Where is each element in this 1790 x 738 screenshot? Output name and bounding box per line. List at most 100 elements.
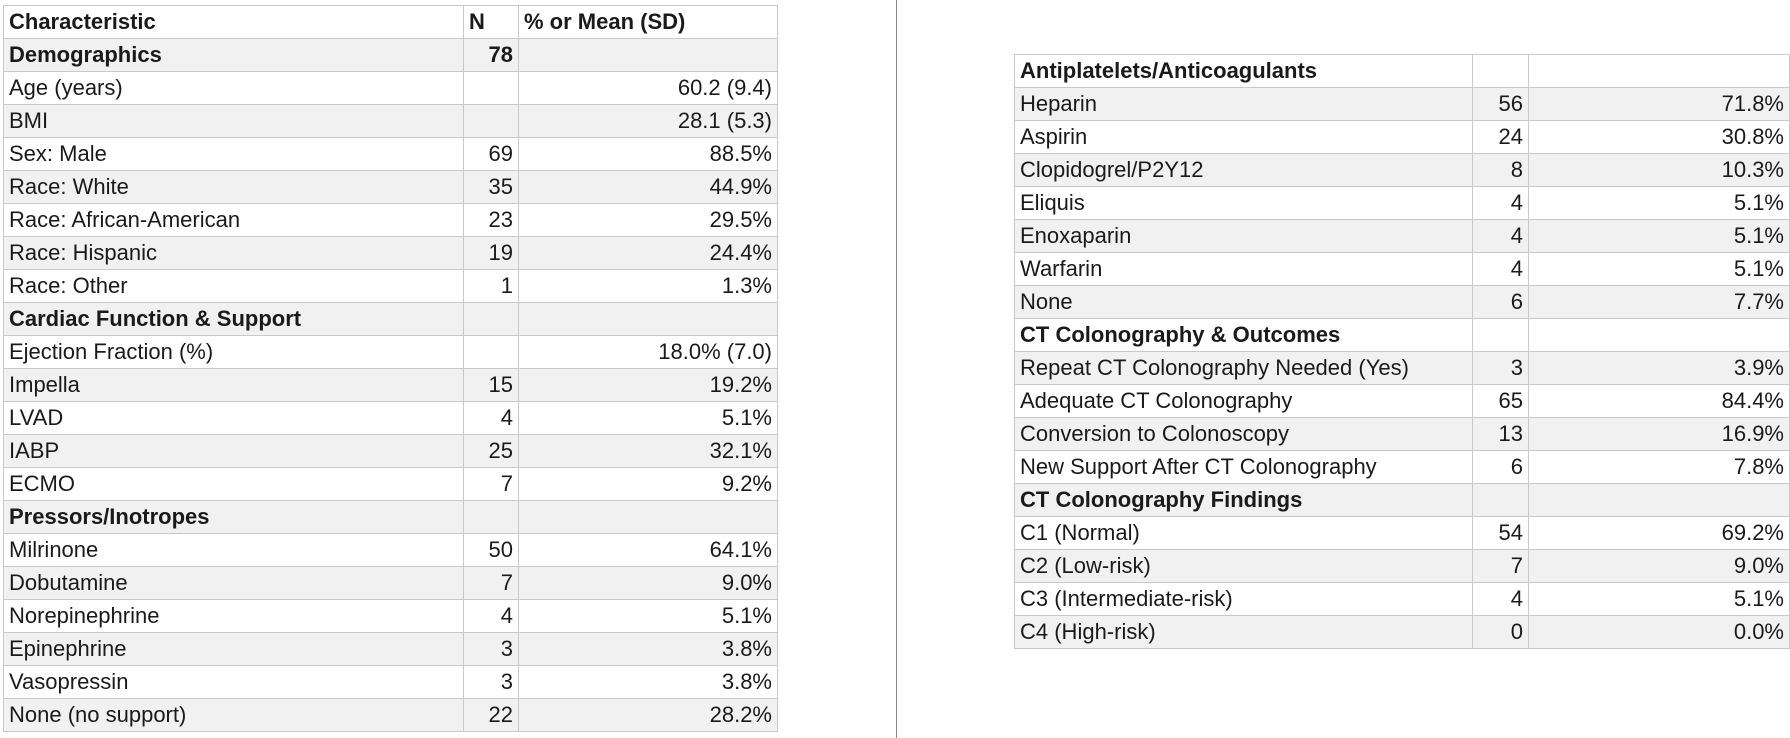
header-value: % or Mean (SD) bbox=[518, 5, 778, 39]
characteristics-table-left: Characteristic N % or Mean (SD) Demograp… bbox=[3, 5, 778, 732]
table-row: Ejection Fraction (%) 18.0% (7.0) bbox=[3, 335, 778, 369]
row-n: 78 bbox=[463, 38, 519, 72]
row-n: 23 bbox=[463, 203, 519, 237]
row-label: IABP bbox=[3, 434, 464, 468]
row-n: 7 bbox=[1472, 549, 1529, 583]
table-row: Enoxaparin 4 5.1% bbox=[1014, 219, 1790, 253]
table-row: Race: White 35 44.9% bbox=[3, 170, 778, 204]
row-value: 9.0% bbox=[1528, 549, 1790, 583]
row-label: New Support After CT Colonography bbox=[1014, 450, 1473, 484]
row-n bbox=[463, 302, 519, 336]
row-label: ECMO bbox=[3, 467, 464, 501]
row-value: 7.8% bbox=[1528, 450, 1790, 484]
row-value: 64.1% bbox=[518, 533, 778, 567]
table-row: Dobutamine 7 9.0% bbox=[3, 566, 778, 600]
table-row: Race: Hispanic 19 24.4% bbox=[3, 236, 778, 270]
row-n: 7 bbox=[463, 467, 519, 501]
row-label: C2 (Low-risk) bbox=[1014, 549, 1473, 583]
table-row: Warfarin 4 5.1% bbox=[1014, 252, 1790, 286]
row-value bbox=[518, 38, 778, 72]
row-n: 4 bbox=[1472, 582, 1529, 616]
table-row: Conversion to Colonoscopy 13 16.9% bbox=[1014, 417, 1790, 451]
row-value: 9.2% bbox=[518, 467, 778, 501]
row-value: 0.0% bbox=[1528, 615, 1790, 649]
row-n: 35 bbox=[463, 170, 519, 204]
row-value bbox=[518, 302, 778, 336]
row-value: 5.1% bbox=[1528, 582, 1790, 616]
table-row: Aspirin 24 30.8% bbox=[1014, 120, 1790, 154]
table-row: None 6 7.7% bbox=[1014, 285, 1790, 319]
row-value: 30.8% bbox=[1528, 120, 1790, 154]
table-left-body: Characteristic N % or Mean (SD) Demograp… bbox=[3, 5, 778, 732]
table-row: Race: African-American 23 29.5% bbox=[3, 203, 778, 237]
row-value: 18.0% (7.0) bbox=[518, 335, 778, 369]
row-n: 15 bbox=[463, 368, 519, 402]
row-n bbox=[463, 104, 519, 138]
row-n: 19 bbox=[463, 236, 519, 270]
row-value: 5.1% bbox=[1528, 252, 1790, 286]
row-label: CT Colonography Findings bbox=[1014, 483, 1473, 517]
row-label: Warfarin bbox=[1014, 252, 1473, 286]
row-label: Demographics bbox=[3, 38, 464, 72]
row-label: C3 (Intermediate-risk) bbox=[1014, 582, 1473, 616]
row-value: 71.8% bbox=[1528, 87, 1790, 121]
row-value: 5.1% bbox=[518, 401, 778, 435]
section-header-row: Pressors/Inotropes bbox=[3, 500, 778, 534]
row-value: 7.7% bbox=[1528, 285, 1790, 319]
section-header-row: CT Colonography Findings bbox=[1014, 483, 1790, 517]
row-n: 7 bbox=[463, 566, 519, 600]
row-label: Sex: Male bbox=[3, 137, 464, 171]
section-header-row: CT Colonography & Outcomes bbox=[1014, 318, 1790, 352]
section-header-row: Demographics 78 bbox=[3, 38, 778, 72]
table-row: ECMO 7 9.2% bbox=[3, 467, 778, 501]
row-value: 88.5% bbox=[518, 137, 778, 171]
row-label: CT Colonography & Outcomes bbox=[1014, 318, 1473, 352]
row-label: Age (years) bbox=[3, 71, 464, 105]
row-n: 22 bbox=[463, 698, 519, 732]
row-n: 4 bbox=[463, 599, 519, 633]
row-n: 4 bbox=[463, 401, 519, 435]
row-n: 69 bbox=[463, 137, 519, 171]
row-label: Dobutamine bbox=[3, 566, 464, 600]
section-header-row: Cardiac Function & Support bbox=[3, 302, 778, 336]
row-value: 5.1% bbox=[1528, 219, 1790, 253]
row-label: Ejection Fraction (%) bbox=[3, 335, 464, 369]
row-value bbox=[1528, 54, 1790, 88]
table-row: Eliquis 4 5.1% bbox=[1014, 186, 1790, 220]
table-row: C3 (Intermediate-risk) 4 5.1% bbox=[1014, 582, 1790, 616]
table-row: Impella 15 19.2% bbox=[3, 368, 778, 402]
row-value: 84.4% bbox=[1528, 384, 1790, 418]
row-label: Eliquis bbox=[1014, 186, 1473, 220]
row-n: 65 bbox=[1472, 384, 1529, 418]
table-row: Norepinephrine 4 5.1% bbox=[3, 599, 778, 633]
row-label: None bbox=[1014, 285, 1473, 319]
table-row: Repeat CT Colonography Needed (Yes) 3 3.9% bbox=[1014, 351, 1790, 385]
row-value: 5.1% bbox=[518, 599, 778, 633]
row-value: 44.9% bbox=[518, 170, 778, 204]
row-value: 28.1 (5.3) bbox=[518, 104, 778, 138]
table-row: Age (years) 60.2 (9.4) bbox=[3, 71, 778, 105]
row-label: Aspirin bbox=[1014, 120, 1473, 154]
row-n: 6 bbox=[1472, 285, 1529, 319]
table-row: C4 (High-risk) 0 0.0% bbox=[1014, 615, 1790, 649]
row-value: 9.0% bbox=[518, 566, 778, 600]
row-n: 4 bbox=[1472, 186, 1529, 220]
row-n: 3 bbox=[463, 632, 519, 666]
row-n: 6 bbox=[1472, 450, 1529, 484]
row-label: Heparin bbox=[1014, 87, 1473, 121]
table-row: Vasopressin 3 3.8% bbox=[3, 665, 778, 699]
row-value: 16.9% bbox=[1528, 417, 1790, 451]
row-n: 25 bbox=[463, 434, 519, 468]
table-row: Heparin 56 71.8% bbox=[1014, 87, 1790, 121]
header-n: N bbox=[463, 5, 519, 39]
row-label: Enoxaparin bbox=[1014, 219, 1473, 253]
row-n: 3 bbox=[1472, 351, 1529, 385]
table-row: LVAD 4 5.1% bbox=[3, 401, 778, 435]
table-row: Sex: Male 69 88.5% bbox=[3, 137, 778, 171]
table-row: Adequate CT Colonography 65 84.4% bbox=[1014, 384, 1790, 418]
table-row: BMI 28.1 (5.3) bbox=[3, 104, 778, 138]
row-n bbox=[1472, 318, 1529, 352]
table-header-row: Characteristic N % or Mean (SD) bbox=[3, 5, 778, 39]
section-header-row: Antiplatelets/Anticoagulants bbox=[1014, 54, 1790, 88]
row-value bbox=[518, 500, 778, 534]
